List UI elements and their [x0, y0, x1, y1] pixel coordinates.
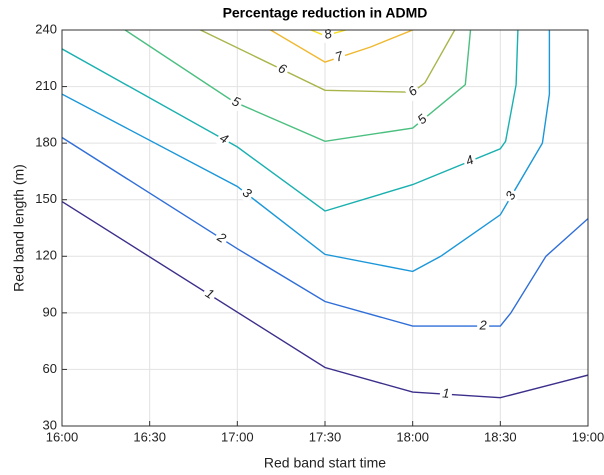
contour-line	[270, 30, 413, 63]
contour-label-bg	[212, 229, 231, 248]
contour-line	[124, 30, 472, 143]
contour-label: 1	[442, 385, 450, 400]
x-tick-label: 18:30	[484, 429, 517, 444]
contour-label-bg	[477, 319, 490, 334]
y-tick-label: 240	[35, 21, 57, 36]
y-tick-label: 60	[43, 361, 57, 376]
y-tick-label: 150	[35, 191, 57, 206]
contour-label: 8	[322, 25, 334, 42]
x-tick-label: 17:00	[221, 429, 254, 444]
contour-label-bg	[237, 184, 256, 203]
contour-line	[62, 30, 519, 212]
contour-label-bg	[502, 187, 521, 205]
contour-label-bg	[404, 82, 423, 102]
contour-label-bg	[227, 93, 245, 112]
y-tick-label: 120	[35, 248, 57, 263]
contour-label-bg	[331, 48, 348, 66]
contour-label: 2	[479, 318, 488, 333]
contour-line	[62, 201, 588, 399]
x-tick-label: 17:30	[309, 429, 342, 444]
contour-label-bg	[461, 152, 479, 170]
contour-line	[62, 136, 588, 327]
x-tick-label: 19:00	[572, 429, 604, 444]
x-tick-label: 16:30	[133, 429, 166, 444]
x-tick-label: 18:00	[396, 429, 429, 444]
chart-title: Percentage reduction in ADMD	[223, 5, 428, 21]
x-tick-label: 16:00	[46, 429, 79, 444]
y-tick-label: 90	[43, 304, 57, 319]
contour-line	[62, 30, 551, 273]
contour-label-bg	[439, 386, 453, 402]
contour-label-bg	[320, 26, 336, 44]
contour-label-bg	[200, 285, 219, 304]
y-tick-label: 210	[35, 78, 57, 93]
y-tick-label: 30	[43, 417, 57, 432]
y-tick-label: 180	[35, 135, 57, 150]
ticks: 16:00 16:30 17:00 17:30 18:00 18:30 19:00 30 60 9…	[35, 21, 604, 444]
y-axis-label: Red band length (m)	[11, 164, 27, 292]
x-axis-label: Red band start time	[264, 455, 386, 471]
contour-label-bg	[214, 130, 233, 149]
contour-label-bg	[273, 60, 291, 79]
contour-label-bg	[413, 110, 432, 130]
